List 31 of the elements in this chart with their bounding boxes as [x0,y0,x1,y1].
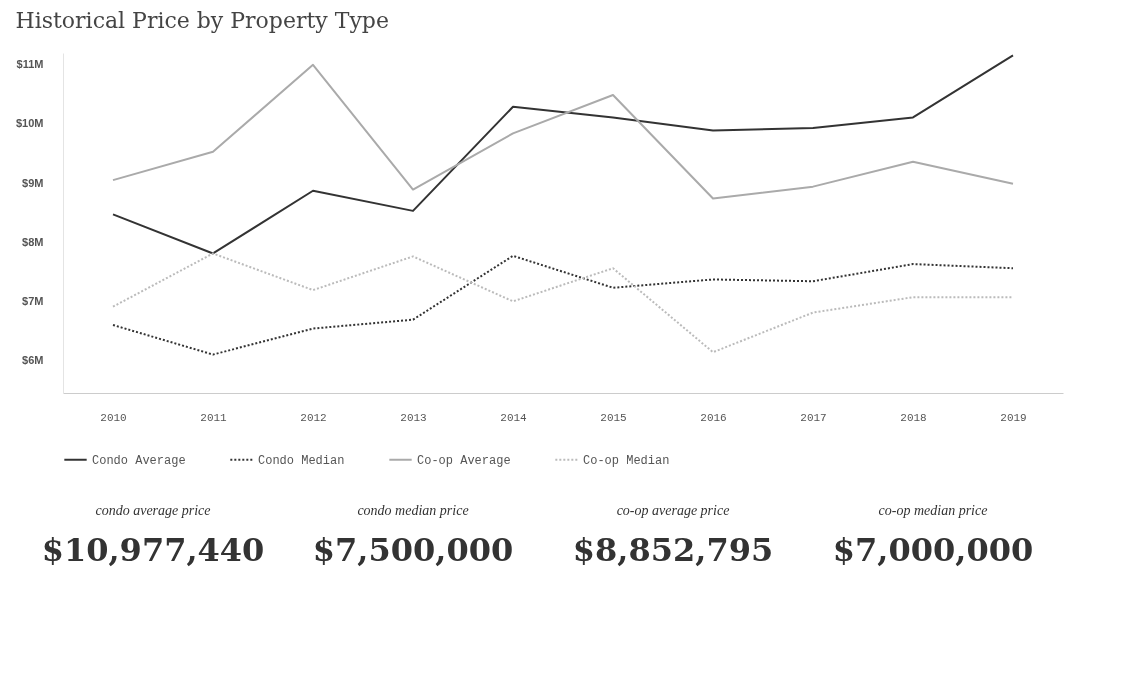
x-tick-label: 2011 [200,411,228,424]
text: condo median price [357,503,469,518]
y-tick-label: $6M [22,353,44,366]
line-series [112,63,1014,200]
x-tick-label: 2014 [500,411,528,424]
legend-label: Co-op Median [583,453,670,468]
chart-title: Historical Price by Property Type [15,8,389,33]
text: $8,852,795 [572,531,774,569]
legend-label: Condo Median [258,453,345,468]
x-tick-label: 2015 [600,411,627,424]
text: $7,000,000 [832,531,1034,569]
y-tick-label: $10M [15,117,44,130]
legend-label: Co-op Average [417,453,511,468]
text: co-op median price [878,503,988,518]
line-series [112,54,1014,255]
x-tick-label: 2010 [100,411,127,424]
y-tick-label: $7M [22,294,44,307]
x-tick-label: 2018 [900,411,927,424]
text: condo average price [95,503,211,518]
text: $7,500,000 [312,531,514,569]
y-tick-label: $9M [22,176,44,189]
legend-label: Condo Average [92,453,186,468]
x-tick-label: 2019 [1000,411,1027,424]
x-tick-label: 2016 [700,411,727,424]
y-tick-label: $8M [22,235,44,248]
text: $10,977,440 [41,531,265,569]
x-tick-label: 2017 [800,411,827,424]
x-tick-label: 2012 [300,411,327,424]
y-tick-label: $11M [16,58,44,71]
text: co-op average price [616,503,730,518]
x-tick-label: 2013 [400,411,427,424]
